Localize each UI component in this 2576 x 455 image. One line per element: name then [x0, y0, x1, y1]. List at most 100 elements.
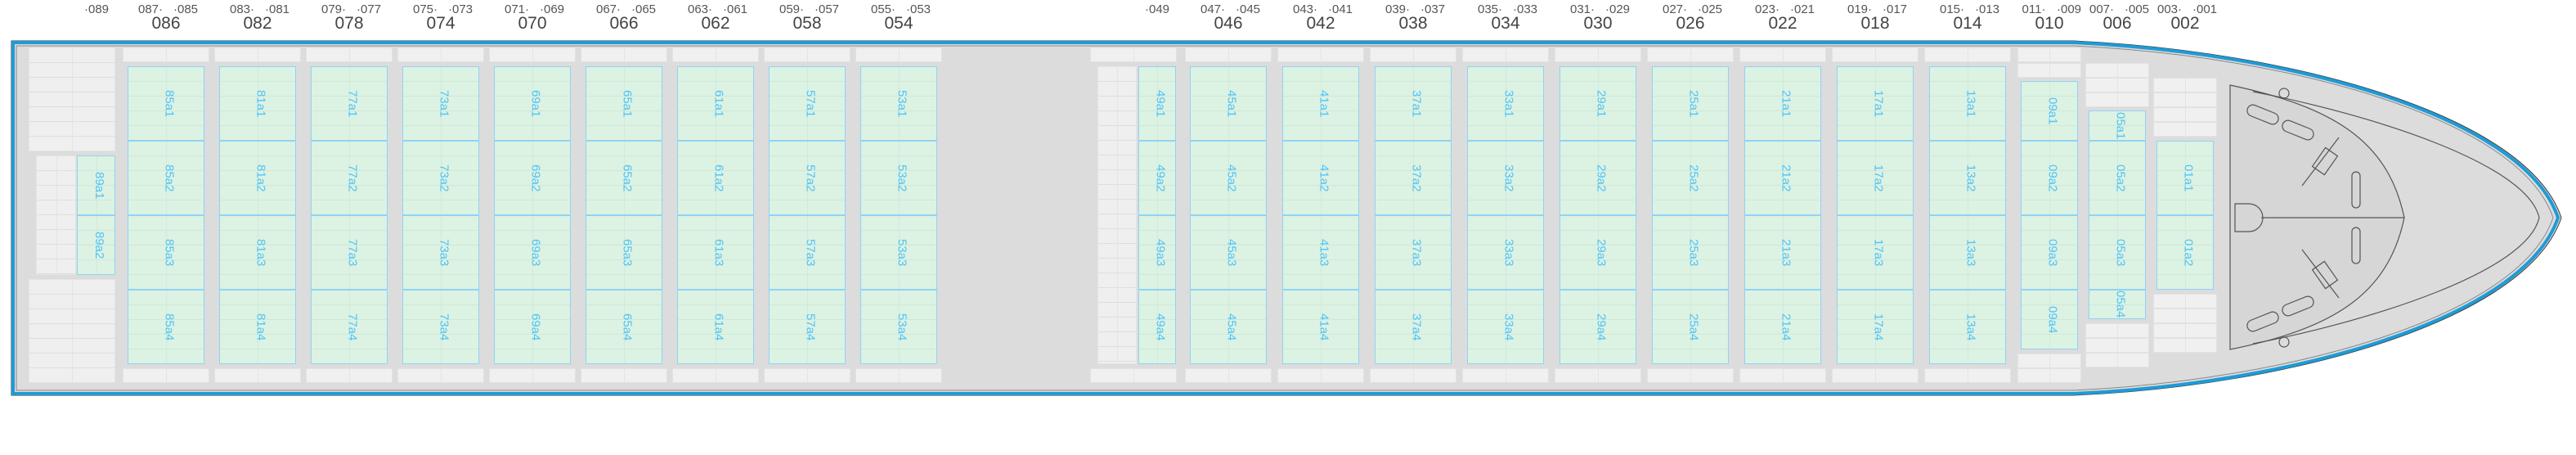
- container-slot[interactable]: 57a2: [769, 141, 846, 215]
- container-slot[interactable]: 57a1: [769, 66, 846, 141]
- container-slot[interactable]: 85a1: [128, 66, 204, 141]
- container-slot[interactable]: 45a3: [1190, 215, 1267, 290]
- container-slot[interactable]: 81a2: [219, 141, 296, 215]
- container-slot[interactable]: 41a2: [1282, 141, 1359, 215]
- container-slot[interactable]: 01a2: [2156, 215, 2214, 290]
- container-slot[interactable]: 37a1: [1375, 66, 1452, 141]
- container-slot[interactable]: 61a2: [677, 141, 754, 215]
- container-slot[interactable]: 61a4: [677, 290, 754, 364]
- container-slot[interactable]: 49a1: [1138, 66, 1176, 141]
- container-slot[interactable]: 29a2: [1560, 141, 1636, 215]
- container-slot[interactable]: 13a1: [1929, 66, 2006, 141]
- container-slot[interactable]: 69a1: [494, 66, 571, 141]
- container-slot[interactable]: 45a2: [1190, 141, 1267, 215]
- container-slot[interactable]: 05a2: [2089, 141, 2146, 215]
- container-slot[interactable]: 73a2: [402, 141, 479, 215]
- container-slot[interactable]: 81a3: [219, 215, 296, 290]
- container-slot[interactable]: 13a4: [1929, 290, 2006, 364]
- container-slot[interactable]: 33a3: [1467, 215, 1544, 290]
- bay-number: 070: [518, 14, 547, 33]
- container-slot[interactable]: 61a3: [677, 215, 754, 290]
- container-slot[interactable]: 37a4: [1375, 290, 1452, 364]
- container-slot[interactable]: 25a3: [1652, 215, 1729, 290]
- container-slot[interactable]: 89a1: [77, 155, 115, 215]
- container-slot[interactable]: 21a2: [1744, 141, 1821, 215]
- container-slot[interactable]: 77a1: [311, 66, 388, 141]
- slot-label: 65a3: [620, 238, 635, 267]
- container-slot[interactable]: 61a1: [677, 66, 754, 141]
- container-slot[interactable]: 65a1: [586, 66, 662, 141]
- container-slot[interactable]: 57a4: [769, 290, 846, 364]
- container-slot[interactable]: 65a2: [586, 141, 662, 215]
- container-slot[interactable]: 41a3: [1282, 215, 1359, 290]
- container-slot[interactable]: 37a3: [1375, 215, 1452, 290]
- container-slot[interactable]: 25a2: [1652, 141, 1729, 215]
- container-slot[interactable]: 81a1: [219, 66, 296, 141]
- bay-label-aft: ·001: [2192, 2, 2218, 16]
- container-slot[interactable]: 41a1: [1282, 66, 1359, 141]
- container-slot[interactable]: 69a3: [494, 215, 571, 290]
- container-slot[interactable]: 49a3: [1138, 215, 1176, 290]
- container-slot[interactable]: 29a4: [1560, 290, 1636, 364]
- container-slot[interactable]: 29a1: [1560, 66, 1636, 141]
- container-slot[interactable]: 17a3: [1837, 215, 1914, 290]
- container-slot[interactable]: 69a2: [494, 141, 571, 215]
- container-slot[interactable]: 09a2: [2021, 141, 2078, 215]
- container-slot[interactable]: 25a1: [1652, 66, 1729, 141]
- hatch-cover: [2153, 294, 2217, 309]
- container-slot[interactable]: 05a1: [2089, 110, 2146, 141]
- container-slot[interactable]: 89a2: [77, 215, 115, 275]
- container-slot[interactable]: 33a2: [1467, 141, 1544, 215]
- container-slot[interactable]: 77a2: [311, 141, 388, 215]
- container-slot[interactable]: 05a4: [2089, 290, 2146, 319]
- bollard-icon: [2351, 227, 2361, 264]
- container-slot[interactable]: 45a1: [1190, 66, 1267, 141]
- container-slot[interactable]: 09a1: [2021, 81, 2078, 141]
- container-slot[interactable]: 53a3: [860, 215, 937, 290]
- container-slot[interactable]: 77a3: [311, 215, 388, 290]
- bay-number: 074: [426, 14, 456, 33]
- container-slot[interactable]: 21a4: [1744, 290, 1821, 364]
- container-slot[interactable]: 17a4: [1837, 290, 1914, 364]
- container-slot[interactable]: 29a3: [1560, 215, 1636, 290]
- container-slot[interactable]: 41a4: [1282, 290, 1359, 364]
- container-slot[interactable]: 73a1: [402, 66, 479, 141]
- container-slot[interactable]: 85a3: [128, 215, 204, 290]
- container-slot[interactable]: 81a4: [219, 290, 296, 364]
- container-slot[interactable]: 09a4: [2021, 290, 2078, 349]
- hatch-cover: [2153, 78, 2217, 92]
- container-slot[interactable]: 65a3: [586, 215, 662, 290]
- container-slot[interactable]: 53a1: [860, 66, 937, 141]
- bay-label-aft: ·077: [356, 2, 382, 16]
- container-slot[interactable]: 33a4: [1467, 290, 1544, 364]
- container-slot[interactable]: 17a1: [1837, 66, 1914, 141]
- container-slot[interactable]: 45a4: [1190, 290, 1267, 364]
- container-slot[interactable]: 37a2: [1375, 141, 1452, 215]
- container-slot[interactable]: 13a3: [1929, 215, 2006, 290]
- container-slot[interactable]: 13a2: [1929, 141, 2006, 215]
- container-slot[interactable]: 69a4: [494, 290, 571, 364]
- fairlead-icon: [2278, 88, 2290, 99]
- container-slot[interactable]: 21a3: [1744, 215, 1821, 290]
- container-slot[interactable]: 01a1: [2156, 141, 2214, 215]
- container-slot[interactable]: 33a1: [1467, 66, 1544, 141]
- container-slot[interactable]: 85a2: [128, 141, 204, 215]
- container-slot[interactable]: 09a3: [2021, 215, 2078, 290]
- container-slot[interactable]: 65a4: [586, 290, 662, 364]
- container-slot[interactable]: 49a2: [1138, 141, 1176, 215]
- container-slot[interactable]: 73a3: [402, 215, 479, 290]
- container-slot[interactable]: 77a4: [311, 290, 388, 364]
- container-slot[interactable]: 85a4: [128, 290, 204, 364]
- container-slot[interactable]: 57a3: [769, 215, 846, 290]
- bay-number: 014: [1953, 14, 1982, 33]
- container-slot[interactable]: 53a4: [860, 290, 937, 364]
- container-slot[interactable]: 05a3: [2089, 215, 2146, 290]
- container-slot[interactable]: 49a4: [1138, 290, 1176, 364]
- container-slot[interactable]: 21a1: [1744, 66, 1821, 141]
- container-slot[interactable]: 25a4: [1652, 290, 1729, 364]
- hatch-cover: [489, 47, 576, 62]
- container-slot[interactable]: 53a2: [860, 141, 937, 215]
- container-slot[interactable]: 73a4: [402, 290, 479, 364]
- hatch-cover: [1739, 47, 1826, 62]
- container-slot[interactable]: 17a2: [1837, 141, 1914, 215]
